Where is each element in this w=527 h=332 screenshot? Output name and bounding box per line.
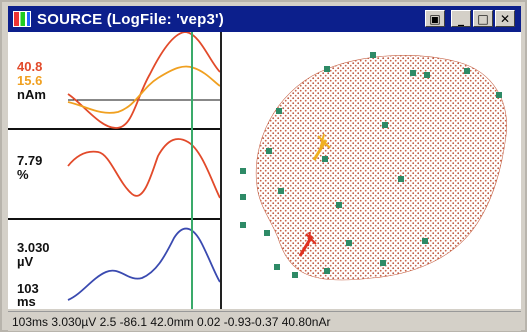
top-red-trace — [67, 32, 220, 129]
middle-value: 7.79 — [17, 153, 43, 168]
trace-plots[interactable] — [8, 32, 220, 309]
window-title: SOURCE (LogFile: 'vep3') — [37, 10, 224, 28]
top-value-2: 15.6 — [17, 73, 43, 88]
middle-red-trace — [67, 138, 220, 199]
title-bar[interactable]: SOURCE (LogFile: 'vep3') ▣ _ □ ✕ — [8, 6, 521, 32]
electrodes[interactable] — [240, 52, 502, 278]
top-value-1: 40.8 — [17, 59, 43, 74]
window-controls: ▣ _ □ ✕ — [425, 10, 515, 27]
top-unit: nAm — [17, 87, 46, 102]
pin-button[interactable]: ▣ — [425, 10, 445, 27]
dipole-source-yellow[interactable] — [312, 133, 331, 161]
dipole-source-red[interactable] — [298, 231, 317, 257]
trace-panel: 40.8 15.6 nAm 7.79 % 3.030 µV 103 ms — [8, 32, 222, 309]
bottom-blue-trace — [67, 227, 220, 301]
middle-unit: % — [17, 167, 29, 182]
maximize-button[interactable]: □ — [473, 10, 493, 27]
client-area: 40.8 15.6 nAm 7.79 % 3.030 µV 103 ms — [8, 32, 521, 309]
head-model-view[interactable] — [222, 32, 521, 309]
top-orange-trace — [67, 65, 220, 114]
head-view-panel[interactable] — [222, 32, 521, 309]
bottom-unit: µV — [17, 254, 34, 269]
time-value: 103 — [17, 281, 39, 296]
minimize-button[interactable]: _ — [451, 10, 471, 27]
app-icon — [13, 11, 31, 27]
status-bar: 103ms 3.030µV 2.5 -86.1 42.0mm 0.02 -0.9… — [8, 311, 521, 331]
time-unit: ms — [17, 294, 36, 309]
brain-surface — [255, 55, 507, 281]
close-button[interactable]: ✕ — [495, 10, 515, 27]
bottom-value: 3.030 — [17, 240, 50, 255]
